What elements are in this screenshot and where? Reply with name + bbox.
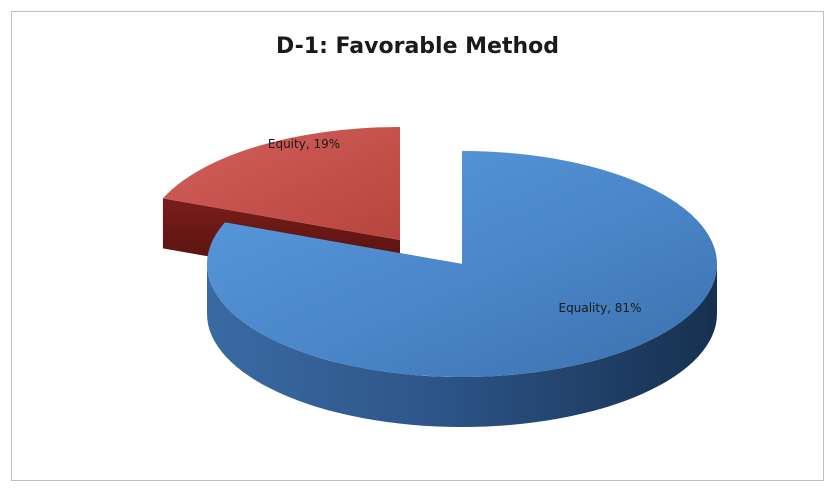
- labels-layer: Equality, 81% Equity, 19%: [268, 137, 642, 315]
- slice-side-equality: [207, 264, 717, 427]
- chart-title: D-1: Favorable Method: [275, 34, 560, 59]
- slice-top-equality: [207, 151, 718, 377]
- data-label-equality: Equality, 81%: [559, 301, 642, 315]
- data-label-equity: Equity, 19%: [268, 137, 340, 151]
- slice-equality: [207, 151, 718, 427]
- slice-top-equity: [162, 127, 400, 240]
- slices-layer: [162, 127, 718, 427]
